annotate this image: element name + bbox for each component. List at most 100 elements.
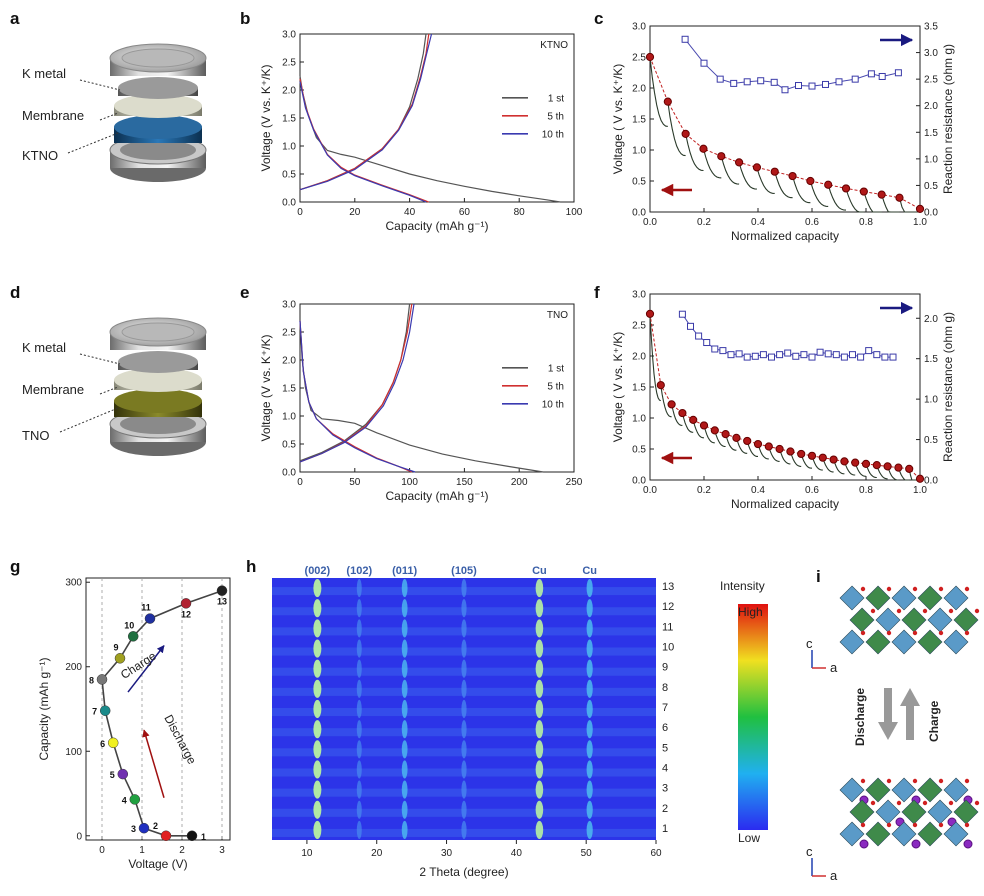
polyhedron [891,777,917,803]
row-label-8: 8 [662,682,668,694]
x-axis-label: 2 Theta (degree) [419,865,508,879]
resistance-point [849,351,856,359]
row-label-13: 13 [662,581,674,593]
layer-label-k-metal-d: K metal [22,340,66,355]
y-tick-label: 2.5 [632,321,646,332]
x-axis-label: Capacity (mAh g⁻¹) [385,219,488,233]
heatmap-peak [401,720,408,739]
y-tick-label: 0.5 [632,177,646,188]
oxygen-atom [896,608,902,614]
point-4 [129,794,141,805]
heatmap-peak [356,579,362,598]
point-12 [180,598,192,609]
heatmap-peak [356,659,362,678]
peak-label: (102) [346,565,372,577]
resistance-point [727,351,735,359]
heatmap-peak [586,699,593,719]
heatmap-peak [586,820,593,839]
y2-tick-label: 1.5 [924,128,938,139]
y-tick-label: 2.5 [282,58,296,69]
x-tick-label: 0 [297,477,303,488]
polyhedron [849,799,875,825]
resistance-point [873,351,881,359]
x-tick-label: 10 [301,848,313,859]
axis-a-bottom: a [830,868,838,883]
resistance-point [808,353,816,361]
plot-frame [299,303,575,473]
resistance-point [816,348,824,356]
heatmap-peak [535,659,544,678]
series-discharge-5th [299,320,413,473]
ocv-point [645,52,655,62]
chart-b: 0 20 40 60 80 100 0.0 0.5 1.0 1.5 2.0 2.5 3.0 Capacit… [259,30,583,234]
polyhedron [917,821,943,847]
x-axis-label: Normalized capacity [731,497,839,511]
panel-label-a: a [10,9,20,28]
heatmap-peak [461,639,467,658]
y-tick-label: 1.0 [282,412,296,423]
y-tick-label: 0.5 [632,445,646,456]
chart-c: 0.0 0.2 0.4 0.6 0.8 1.00.00.51.01.52.02.53.0N… [611,22,955,244]
x-tick-label: 0.6 [805,217,819,228]
layer-label-membrane-d: Membrane [22,382,84,397]
heatmap-peak [586,659,593,678]
resistance-point [678,310,686,318]
resistance-point [867,70,875,78]
point-label-3: 3 [131,824,136,834]
heatmap-peak [535,740,544,759]
heatmap-peak [313,820,322,839]
resistance-point [681,35,689,43]
heatmap-peak [461,800,467,819]
y-tick-label: 1.5 [282,384,296,395]
x-tick-label: 0.6 [805,485,819,496]
legend-label: 5 th [547,381,564,392]
row-label-10: 10 [662,642,674,654]
oxygen-atom [860,778,866,784]
x-tick-label: 50 [581,848,593,859]
x-tick-label: 0.0 [643,485,657,496]
ocv-point [788,171,797,181]
heatmap-peak [356,720,362,739]
ocv-point [807,451,817,460]
row-label-4: 4 [662,762,668,774]
y2-tick-label: 0.0 [924,208,938,219]
heatmap-peak [313,679,322,698]
resistance-point [857,353,865,361]
point-label-7: 7 [92,707,97,717]
y-tick-label: 3.0 [282,300,296,311]
resistance-point [835,78,843,86]
structure-transition-arrows: Discharge Charge [853,688,941,746]
resistance-point [735,350,743,358]
oxygen-atom [948,608,954,614]
heatmap-peak [401,679,408,698]
y2-tick-label: 0.5 [924,181,938,192]
x-tick-label: 20 [371,848,383,859]
polyhedron [917,585,943,611]
point-label-2: 2 [153,821,158,831]
x-tick-label: 0.8 [859,217,873,228]
oxygen-atom [964,586,970,592]
plot-frame [649,25,921,213]
polyhedron [839,585,865,611]
x-tick-label: 1.0 [913,217,927,228]
y-tick-label: 2.0 [632,352,646,363]
oxygen-atom [860,630,866,636]
oxygen-atom [912,822,918,828]
polyhedron [849,607,875,633]
x-tick-label: 1 [139,845,145,856]
colorbar-title: Intensity [720,579,765,593]
x-axis-label: Capacity (mAh g⁻¹) [385,489,488,503]
resistance-point [832,351,840,359]
oxygen-atom [886,822,892,828]
x-tick-label: 0 [297,207,303,218]
oxygen-atom [896,800,902,806]
resistance-point [751,352,759,360]
heatmap-peak [535,760,544,779]
layer-label-membrane: Membrane [22,108,84,123]
legend-label: 5 th [547,111,564,122]
discharge-label: Discharge [161,712,199,767]
heatmap-peak [356,639,362,658]
polyhedron [927,607,953,633]
